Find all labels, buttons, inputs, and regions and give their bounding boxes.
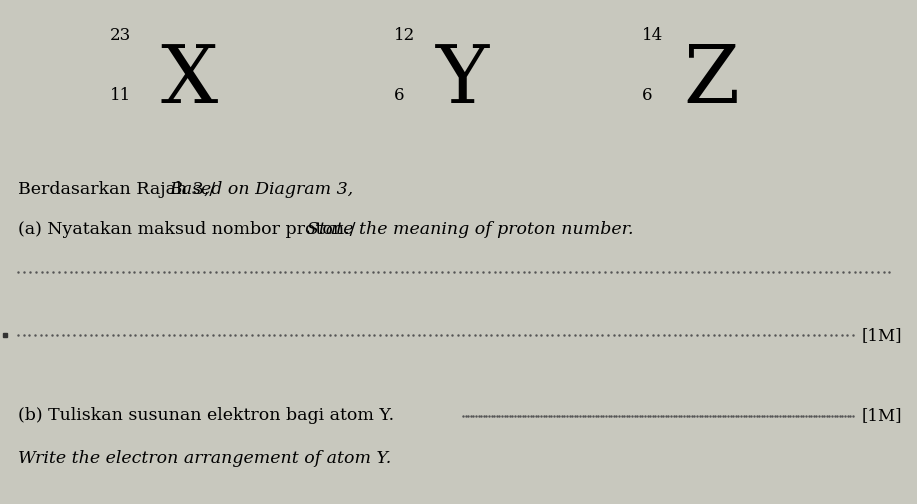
Text: Berdasarkan Rajah 3,/: Berdasarkan Rajah 3,/	[18, 180, 221, 198]
Text: Z: Z	[683, 42, 739, 119]
Text: 12: 12	[394, 27, 415, 44]
Text: Based on Diagram 3,: Based on Diagram 3,	[170, 180, 354, 198]
Text: 11: 11	[110, 87, 131, 104]
Text: (b) Tuliskan susunan elektron bagi atom Y.: (b) Tuliskan susunan elektron bagi atom …	[18, 407, 400, 424]
Text: X: X	[160, 42, 217, 119]
Text: 6: 6	[642, 87, 652, 104]
Text: [1M]: [1M]	[862, 407, 902, 424]
Text: Y: Y	[436, 42, 489, 119]
Text: 23: 23	[110, 27, 131, 44]
Text: 14: 14	[642, 27, 663, 44]
Text: (a) Nyatakan maksud nombor proton./: (a) Nyatakan maksud nombor proton./	[18, 221, 361, 238]
Text: State the meaning of proton number.: State the meaning of proton number.	[307, 221, 634, 238]
Text: 6: 6	[394, 87, 404, 104]
Text: Write the electron arrangement of atom Y.: Write the electron arrangement of atom Y…	[18, 450, 392, 467]
Text: [1M]: [1M]	[862, 327, 902, 344]
